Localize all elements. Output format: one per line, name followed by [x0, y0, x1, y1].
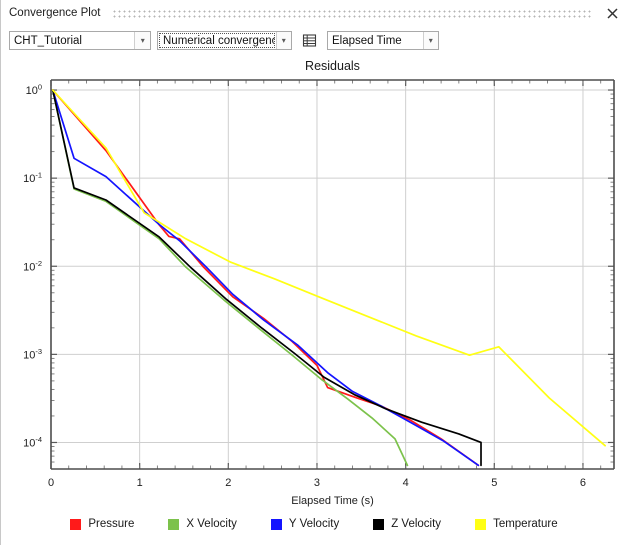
- legend-item-z-velocity[interactable]: Z Velocity: [373, 518, 441, 530]
- x-tick-label: 1: [137, 477, 143, 489]
- legend-swatch-z-velocity: [373, 518, 385, 530]
- x-tick-label: 3: [314, 477, 320, 489]
- close-icon[interactable]: [601, 2, 623, 24]
- x-tick-label: 0: [48, 477, 54, 489]
- table-icon[interactable]: [301, 32, 318, 49]
- legend-item-x-velocity[interactable]: X Velocity: [168, 518, 237, 530]
- axis-labels: 100 10-1 10-2 10-3 10-4 0 1 2 3 4 5 6: [23, 83, 586, 489]
- legend-item-y-velocity[interactable]: Y Velocity: [270, 518, 340, 530]
- legend-swatch-pressure: [70, 518, 82, 530]
- legend-swatch-temperature: [475, 518, 487, 530]
- series-line-z-velocity: [51, 89, 482, 467]
- chevron-down-icon[interactable]: ▾: [422, 32, 438, 49]
- legend-item-temperature[interactable]: Temperature: [475, 518, 558, 530]
- drag-handle-dots-icon[interactable]: [112, 8, 591, 18]
- y-tick-label: 10-4: [23, 435, 42, 450]
- legend-label-x-velocity: X Velocity: [186, 518, 237, 530]
- legend-label-temperature: Temperature: [493, 518, 558, 530]
- plot-frame: [50, 79, 615, 470]
- y-tick-label: 10-3: [23, 347, 42, 362]
- chevron-down-icon[interactable]: ▾: [275, 32, 291, 49]
- axis-ticks: [50, 80, 614, 470]
- y-tick-label: 10-1: [23, 171, 42, 186]
- x-tick-label: 2: [225, 477, 231, 489]
- x-tick-label: 4: [403, 477, 409, 489]
- chevron-down-icon[interactable]: ▾: [134, 32, 150, 49]
- x-tick-label: 5: [491, 477, 497, 489]
- residuals-chart: 100 10-1 10-2 10-3 10-4 0 1 2 3 4 5 6 Residuals Ela…: [1, 56, 626, 545]
- chart-legend: Pressure X Velocity Y Velocity Z Velocity Te…: [1, 513, 626, 535]
- grid-lines: [51, 80, 614, 469]
- legend-label-pressure: Pressure: [88, 518, 135, 530]
- legend-swatch-x-velocity: [168, 518, 180, 530]
- case-select-value: CHT_Tutorial: [14, 34, 82, 47]
- plot-type-select[interactable]: Numerical convergence ▾: [157, 31, 292, 50]
- series-line-pressure: [51, 89, 480, 467]
- plot-toolbar: CHT_Tutorial ▾ Numerical convergence ▾ E…: [1, 27, 626, 54]
- x-tick-label: 6: [580, 477, 586, 489]
- series-line-y-velocity: [51, 89, 480, 467]
- y-tick-label: 100: [26, 83, 42, 98]
- series-lines: [51, 89, 606, 467]
- chart-title: Residuals: [305, 59, 360, 73]
- legend-item-pressure[interactable]: Pressure: [70, 518, 134, 530]
- series-line-temperature: [51, 89, 606, 447]
- x-axis-label: Elapsed Time (s): [291, 495, 374, 507]
- plot-type-select-value: Numerical convergence: [159, 33, 275, 48]
- case-select[interactable]: CHT_Tutorial ▾: [9, 31, 151, 50]
- legend-label-y-velocity: Y Velocity: [288, 518, 340, 530]
- legend-label-z-velocity: Z Velocity: [391, 518, 442, 530]
- xaxis-select-value: Elapsed Time: [332, 34, 402, 47]
- panel-titlebar: Convergence Plot: [1, 0, 626, 26]
- xaxis-select[interactable]: Elapsed Time ▾: [327, 31, 439, 50]
- residuals-chart-svg: 100 10-1 10-2 10-3 10-4 0 1 2 3 4 5 6 Residuals Ela…: [23, 59, 615, 507]
- legend-swatch-y-velocity: [270, 518, 282, 530]
- y-tick-label: 10-2: [23, 259, 42, 274]
- series-line-x-velocity: [51, 89, 409, 467]
- panel-title: Convergence Plot: [9, 7, 101, 19]
